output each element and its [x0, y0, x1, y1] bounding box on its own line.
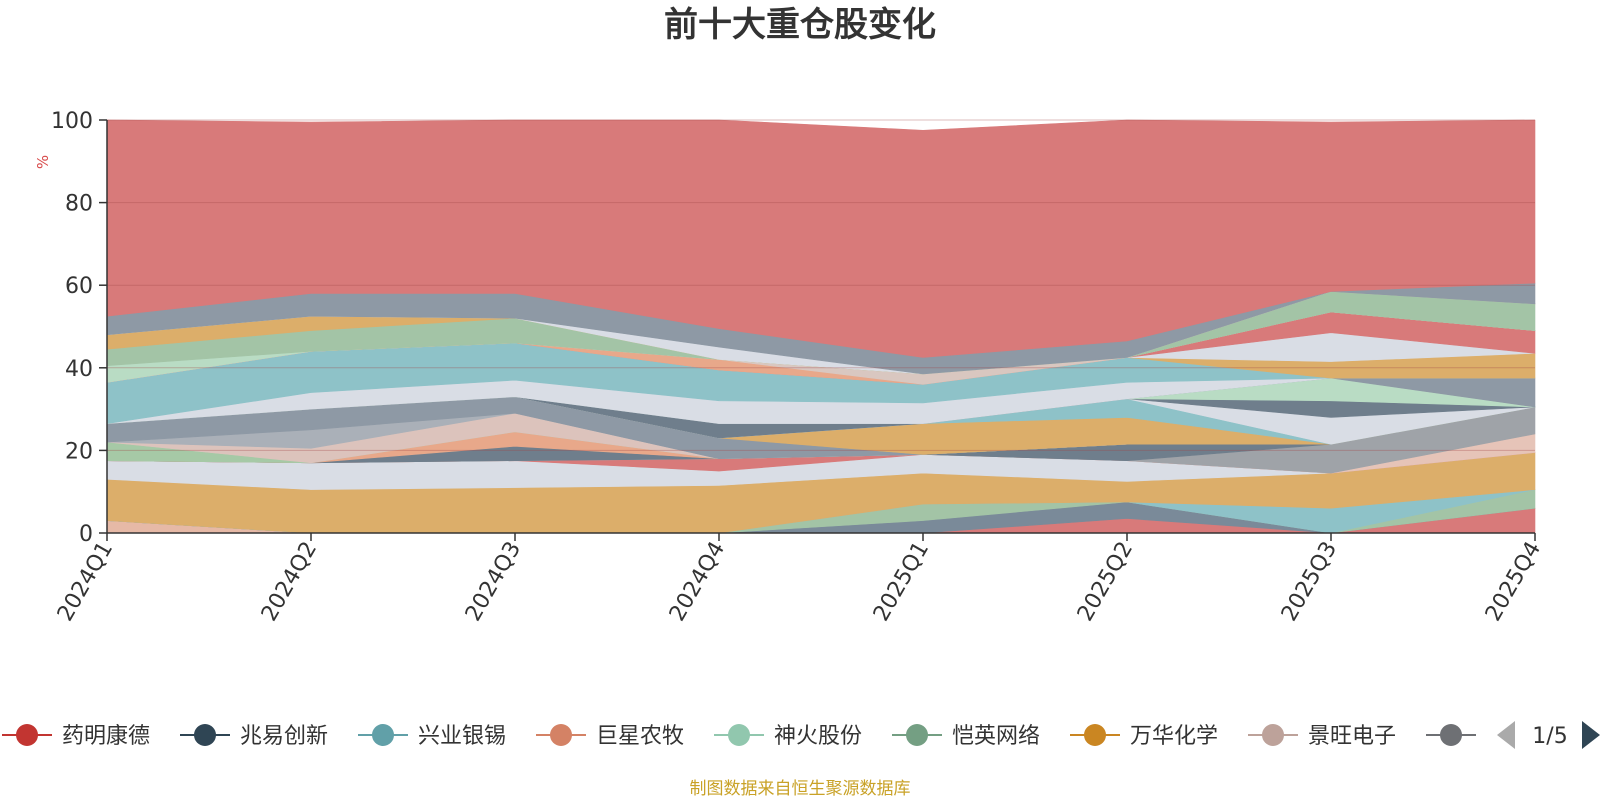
- series-areas: [106, 119, 1536, 534]
- legend-label: 兆易创新: [240, 724, 328, 749]
- legend-label: 药明康德: [62, 724, 150, 749]
- legend-page-indicator: 1/5: [1532, 724, 1567, 749]
- legend-item[interactable]: 神火股份: [714, 724, 862, 749]
- legend-label: 恺英网络: [952, 724, 1040, 749]
- legend: 药明康德 兆易创新 兴业银锡 巨星农牧 神火股份 恺英网络 万华化学 景旺电子 海: [2, 724, 1508, 749]
- chart-title: 前十大重仓股变化: [664, 5, 936, 45]
- data-source-note: 制图数据来自恒生聚源数据库: [690, 779, 911, 799]
- legend-prev-arrow-icon[interactable]: [1497, 721, 1515, 749]
- x-tick-label-2024Q1: 2024Q1: [53, 538, 118, 626]
- x-tick-label-2025Q4: 2025Q4: [1481, 538, 1546, 626]
- x-tick-label-2024Q3: 2024Q3: [461, 538, 526, 626]
- legend-label: 景旺电子: [1308, 724, 1396, 749]
- legend-label: 万华化学: [1130, 724, 1218, 749]
- legend-marker-icon: [906, 724, 928, 746]
- legend-item[interactable]: 兆易创新: [180, 724, 328, 749]
- area-series-37: [106, 119, 1536, 358]
- legend-item[interactable]: 海: [1426, 724, 1508, 749]
- legend-marker-icon: [16, 724, 38, 746]
- y-tick-label-100: 100: [51, 109, 93, 134]
- x-tick-label-2024Q2: 2024Q2: [257, 538, 322, 626]
- legend-marker-icon: [728, 724, 750, 746]
- legend-marker-icon: [1262, 724, 1284, 746]
- y-tick-label-60: 60: [65, 274, 93, 299]
- legend-marker-icon: [1440, 724, 1462, 746]
- legend-item[interactable]: 恺英网络: [892, 724, 1040, 749]
- legend-next-arrow-icon[interactable]: [1582, 721, 1600, 749]
- x-tick-label-2024Q4: 2024Q4: [665, 538, 730, 626]
- legend-marker-icon: [372, 724, 394, 746]
- y-tick-label-40: 40: [65, 357, 93, 382]
- y-tick-label-0: 0: [79, 522, 93, 547]
- legend-item[interactable]: 药明康德: [2, 724, 150, 749]
- legend-item[interactable]: 万华化学: [1070, 724, 1218, 749]
- legend-pager: 1/5: [1497, 721, 1600, 749]
- legend-label: 巨星农牧: [596, 724, 684, 749]
- y-axis-unit: %: [34, 155, 52, 169]
- legend-label: 兴业银锡: [418, 724, 506, 749]
- x-tick-label-2025Q2: 2025Q2: [1073, 538, 1138, 626]
- legend-item[interactable]: 兴业银锡: [358, 724, 506, 749]
- legend-item[interactable]: 景旺电子: [1248, 724, 1396, 749]
- legend-marker-icon: [194, 724, 216, 746]
- legend-marker-icon: [1084, 724, 1106, 746]
- grid-lines: [107, 119, 1535, 451]
- legend-item[interactable]: 巨星农牧: [536, 724, 684, 749]
- x-tick-label-2025Q3: 2025Q3: [1277, 538, 1342, 626]
- legend-marker-icon: [550, 724, 572, 746]
- y-tick-label-20: 20: [65, 439, 93, 464]
- legend-label: 神火股份: [774, 724, 862, 749]
- x-tick-label-2025Q1: 2025Q1: [869, 538, 934, 626]
- y-tick-label-80: 80: [65, 192, 93, 217]
